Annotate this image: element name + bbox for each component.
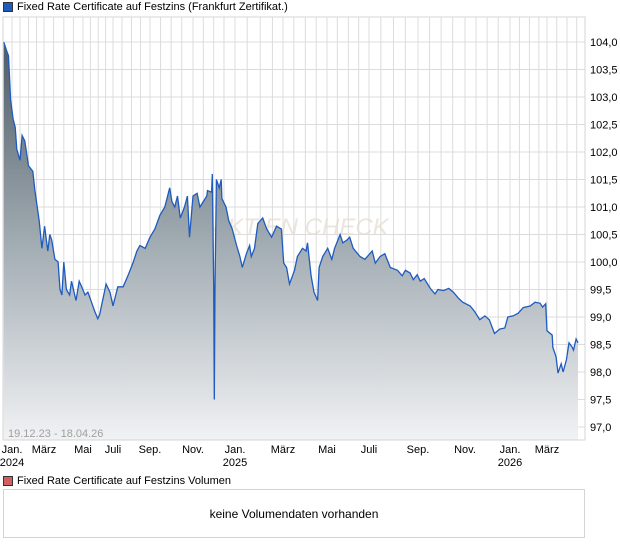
x-tick-label: März: [271, 444, 295, 456]
y-tick-label: 103,5: [590, 65, 618, 77]
volume-legend-label: Fixed Rate Certificate auf Festzins Volu…: [17, 475, 231, 487]
x-tick-year-label: 2025: [223, 457, 247, 469]
y-tick-label: 104,0: [590, 37, 618, 49]
x-tick-label: Jan.: [2, 444, 23, 456]
y-tick-label: 99,0: [590, 312, 611, 324]
price-legend-swatch: [3, 2, 13, 12]
x-tick-label: Jan.: [225, 444, 246, 456]
price-chart: AKTIEN CHECK 19.12.23 - 18.04.26 97,097,…: [0, 16, 618, 469]
y-tick-label: 100,5: [590, 230, 618, 242]
date-range-label: 19.12.23 - 18.04.26: [8, 428, 103, 440]
y-tick-label: 103,0: [590, 92, 618, 104]
y-tick-label: 97,5: [590, 395, 611, 407]
y-tick-label: 98,0: [590, 367, 611, 379]
y-tick-label: 97,0: [590, 422, 611, 434]
x-tick-label: Sep.: [139, 444, 162, 456]
price-area-fill: [3, 42, 578, 440]
volume-panel: keine Volumendaten vorhanden: [3, 489, 585, 538]
x-tick-label: Jan.: [500, 444, 521, 456]
x-tick-label: Sep.: [407, 444, 430, 456]
x-tick-label: Mai: [318, 444, 336, 456]
x-tick-label: Nov.: [454, 444, 476, 456]
volume-legend: Fixed Rate Certificate auf Festzins Volu…: [3, 474, 231, 488]
price-line: [3, 41, 579, 400]
y-tick-label: 102,5: [590, 120, 618, 132]
no-volume-message: keine Volumendaten vorhanden: [209, 506, 379, 521]
x-tick-label: März: [535, 444, 559, 456]
y-tick-label: 101,5: [590, 175, 618, 187]
price-legend-label: Fixed Rate Certificate auf Festzins (Fra…: [17, 1, 288, 13]
volume-legend-swatch: [3, 476, 13, 486]
price-legend: Fixed Rate Certificate auf Festzins (Fra…: [3, 0, 288, 14]
x-tick-label: Nov.: [182, 444, 204, 456]
x-tick-year-label: 2024: [0, 457, 24, 469]
x-tick-label: Juli: [361, 444, 378, 456]
y-axis-ticks: 97,0 97,5 98,0 98,5 99,0 99,5 100,0 100,5 101,0 1…: [590, 37, 618, 434]
watermark-logo: AKTIEN CHECK: [209, 214, 389, 241]
y-tick-label: 99,5: [590, 285, 611, 297]
y-tick-label: 98,5: [590, 340, 611, 352]
x-tick-label: Mai: [74, 444, 92, 456]
plot-border: [2, 16, 586, 441]
x-tick-label: März: [32, 444, 56, 456]
y-tick-label: 101,0: [590, 202, 618, 214]
x-tick-year-label: 2026: [498, 457, 522, 469]
x-tick-label: Juli: [105, 444, 122, 456]
y-tick-label: 102,0: [590, 147, 618, 159]
y-tick-label: 100,0: [590, 257, 618, 269]
